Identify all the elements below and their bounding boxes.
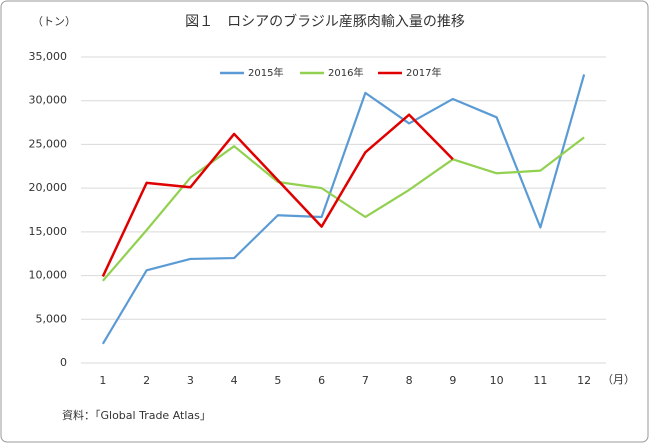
legend-label: 2015年 bbox=[248, 66, 283, 79]
x-tick-label: 5 bbox=[274, 374, 281, 387]
x-tick-label: 9 bbox=[449, 374, 456, 387]
y-tick-label: 5,000 bbox=[36, 312, 68, 325]
x-tick-label: 10 bbox=[490, 374, 504, 387]
x-tick-label: 12 bbox=[577, 374, 591, 387]
x-tick-label: 11 bbox=[533, 374, 547, 387]
y-tick-label: 20,000 bbox=[29, 181, 68, 194]
x-axis-label: （月） bbox=[602, 373, 635, 386]
y-tick-label: 10,000 bbox=[29, 269, 68, 282]
x-tick-label: 6 bbox=[318, 374, 325, 387]
x-tick-label: 3 bbox=[187, 374, 194, 387]
x-tick-label: 8 bbox=[406, 374, 413, 387]
y-tick-label: 25,000 bbox=[29, 137, 68, 150]
legend-label: 2017年 bbox=[406, 66, 441, 79]
series-line bbox=[101, 113, 454, 277]
y-tick-label: 30,000 bbox=[29, 94, 68, 107]
x-tick-label: 2 bbox=[143, 374, 150, 387]
y-axis-label: （トン） bbox=[32, 15, 76, 28]
x-tick-label: 7 bbox=[362, 374, 369, 387]
legend-label: 2016年 bbox=[328, 66, 363, 79]
y-tick-label: 35,000 bbox=[29, 50, 68, 63]
y-tick-label: 0 bbox=[60, 356, 67, 369]
y-tick-label: 15,000 bbox=[29, 225, 68, 238]
x-tick-label: 4 bbox=[231, 374, 238, 387]
source-note: 資料：「Global Trade Atlas」 bbox=[62, 408, 211, 422]
chart-title: 図１ ロシアのブラジル産豚肉輸入量の推移 bbox=[185, 13, 465, 30]
x-tick-label: 1 bbox=[99, 374, 106, 387]
series-line bbox=[101, 74, 586, 345]
